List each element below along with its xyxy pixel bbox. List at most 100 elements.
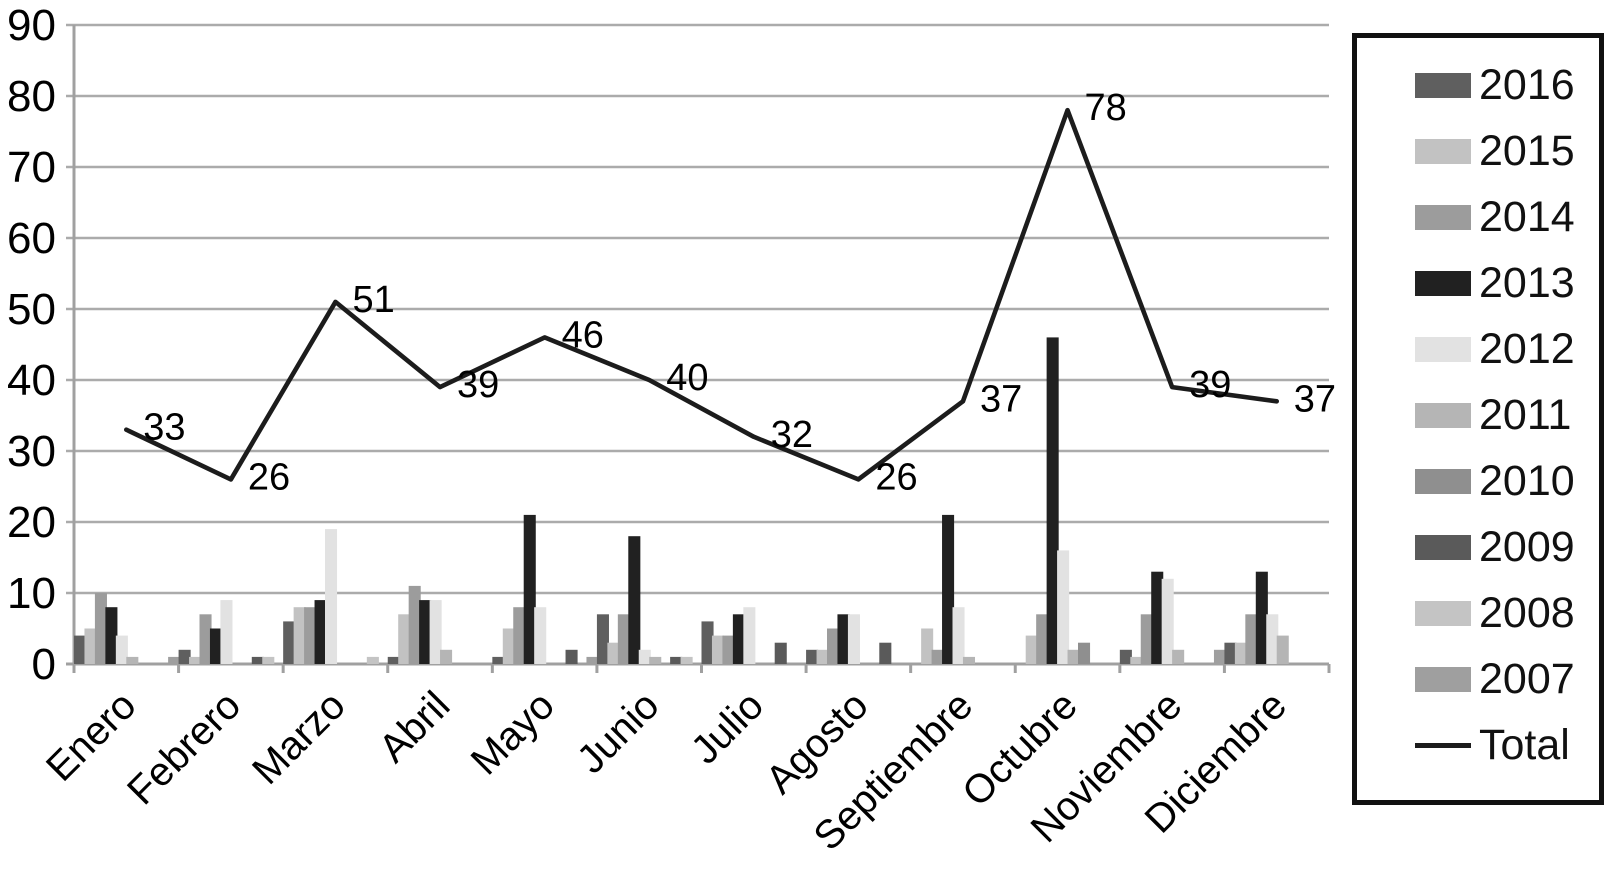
legend-entry-2011: 2011 (1415, 382, 1599, 448)
legend-entry-2010: 2010 (1415, 448, 1599, 514)
legend-entry-2016: 2016 (1415, 52, 1599, 118)
y-axis-tick-label: 30 (7, 427, 56, 476)
bar-2014-noviembre (1140, 614, 1153, 664)
y-axis-tick-label: 0 (32, 640, 56, 689)
y-axis-tick-label: 20 (7, 498, 56, 547)
total-data-label: 33 (143, 407, 185, 449)
bar-2015-septiembre (921, 628, 934, 664)
legend-line-swatch (1415, 742, 1471, 748)
total-data-label: 39 (457, 364, 499, 406)
bar-2012-septiembre (952, 607, 965, 664)
bar-2011-junio (649, 656, 662, 664)
bar-2016-agosto (806, 649, 819, 664)
legend-label-2010: 2010 (1479, 456, 1575, 505)
legend-color-swatch-2012 (1415, 336, 1471, 362)
bar-2015-marzo (293, 607, 306, 664)
y-axis-tick-label: 70 (7, 143, 56, 192)
bar-2013-julio (732, 614, 745, 664)
legend-entry-2007: 2007 (1415, 646, 1599, 712)
legend-color-swatch-2010 (1415, 468, 1471, 494)
bar-2014-junio (617, 614, 630, 664)
bar-2008-junio (680, 656, 693, 664)
bar-2015-abril (398, 614, 411, 664)
bar-2014-agosto (827, 628, 840, 664)
total-data-label: 32 (771, 414, 813, 456)
bar-2012-junio (638, 649, 651, 664)
bar-2012-agosto (847, 614, 860, 664)
bar-2013-abril (419, 600, 432, 664)
bar-2015-febrero (189, 656, 202, 664)
bar-2015-julio (711, 635, 725, 664)
bar-2011-noviembre (1172, 649, 1185, 664)
bar-2014-abril (408, 585, 421, 664)
bar-2015-agosto (816, 649, 829, 664)
bar-2009-mayo (565, 649, 578, 664)
bar-2014-octubre (1036, 614, 1049, 664)
y-axis-tick-label: 50 (7, 285, 56, 334)
legend-entry-2013: 2013 (1415, 250, 1599, 316)
bar-2012-mayo (534, 607, 547, 664)
bar-2008-febrero (262, 656, 275, 664)
bar-2013-diciembre (1255, 571, 1268, 664)
bar-2016-mayo (492, 656, 505, 664)
bar-2012-enero (115, 635, 128, 664)
bar-2016-noviembre (1119, 649, 1132, 664)
bar-2016-marzo (283, 621, 296, 664)
bar-2007-mayo (586, 656, 599, 664)
bar-2015-diciembre (1234, 642, 1247, 664)
total-data-label: 26 (875, 456, 917, 498)
legend-label-2015: 2015 (1479, 126, 1575, 175)
y-axis-tick-label: 60 (7, 214, 56, 263)
bar-2016-abril (387, 656, 400, 664)
legend-color-swatch-2007 (1415, 666, 1471, 692)
bar-2011-octubre (1067, 649, 1080, 664)
bar-2012-marzo (325, 529, 338, 664)
bar-2013-agosto (837, 614, 850, 664)
legend-label-total: Total (1479, 720, 1570, 769)
bar-2009-agosto (879, 642, 892, 664)
legend-label-2016: 2016 (1479, 60, 1575, 109)
bar-2009-julio (774, 642, 787, 664)
legend-entry-total: Total (1415, 712, 1599, 778)
bar-2013-junio (628, 536, 641, 664)
legend-entry-2009: 2009 (1415, 514, 1599, 580)
bar-2013-noviembre (1151, 571, 1164, 664)
bar-2010-octubre (1078, 642, 1091, 664)
bar-2013-febrero (209, 628, 223, 664)
legend-label-2013: 2013 (1479, 258, 1575, 307)
bar-2009-junio (670, 656, 683, 664)
bar-2013-marzo (314, 600, 327, 664)
legend-entry-2014: 2014 (1415, 184, 1599, 250)
bar-2011-diciembre (1276, 635, 1289, 664)
total-data-label: 37 (980, 378, 1022, 420)
legend-label-2007: 2007 (1479, 654, 1575, 703)
legend-color-swatch-2013 (1415, 270, 1471, 296)
bar-2011-enero (126, 656, 139, 664)
legend-color-swatch-2008 (1415, 600, 1471, 626)
bar-2016-diciembre (1224, 642, 1237, 664)
bar-2007-enero (168, 656, 181, 664)
x-axis-label-julio: Julio (683, 683, 772, 772)
bar-2015-junio (607, 642, 620, 664)
legend-entry-2012: 2012 (1415, 316, 1599, 382)
bar-2014-febrero (199, 614, 212, 664)
legend-color-swatch-2015 (1415, 138, 1471, 164)
bar-2011-septiembre (962, 656, 976, 664)
y-axis-tick-label: 90 (7, 1, 56, 50)
legend-label-2008: 2008 (1479, 588, 1575, 637)
bar-2009-febrero (251, 656, 264, 664)
legend-box: 2016 2015 2014 2013 2012 2011 2010 2009 2008 2007… (1352, 33, 1604, 805)
total-data-label: 37 (1294, 378, 1336, 420)
bar-2012-diciembre (1266, 614, 1279, 664)
legend-label-2009: 2009 (1479, 522, 1575, 571)
bar-2012-abril (429, 600, 442, 664)
bar-2015-octubre (1025, 635, 1038, 664)
bar-2014-enero (94, 593, 107, 664)
bar-2011-abril (440, 649, 453, 664)
bar-2008-marzo (366, 656, 379, 664)
bar-2014-julio (722, 635, 735, 664)
y-axis-tick-label: 80 (7, 72, 56, 121)
legend-color-swatch-2014 (1415, 204, 1471, 230)
legend-color-swatch-2011 (1415, 402, 1471, 428)
